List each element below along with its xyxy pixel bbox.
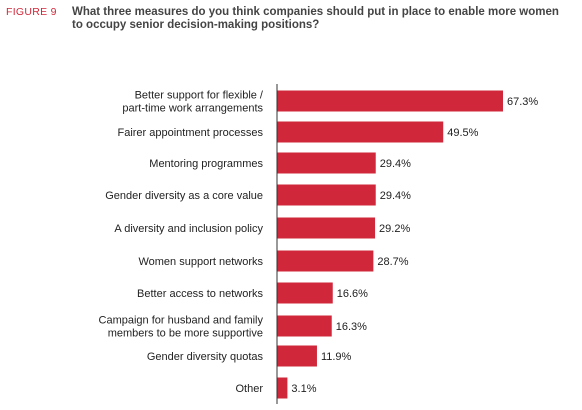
value-label-5: 28.7% bbox=[377, 256, 408, 268]
bar-8 bbox=[277, 345, 317, 367]
category-label-3: Gender diversity as a core value bbox=[105, 190, 263, 202]
value-label-0: 67.3% bbox=[507, 96, 538, 108]
bar-1 bbox=[277, 121, 444, 143]
category-label-1: Fairer appointment processes bbox=[117, 127, 263, 139]
bar-2 bbox=[277, 152, 376, 174]
value-label-4: 29.2% bbox=[379, 223, 410, 235]
figure-label: FIGURE 9 bbox=[6, 6, 57, 18]
category-label-2: Mentoring programmes bbox=[149, 158, 263, 170]
value-label-1: 49.5% bbox=[447, 127, 478, 139]
value-label-7: 16.3% bbox=[336, 321, 367, 333]
category-label-0: Better support for flexible / part-time w… bbox=[122, 90, 264, 115]
category-label-8: Gender diversity quotas bbox=[147, 351, 264, 363]
category-label-4: A diversity and inclusion policy bbox=[114, 223, 263, 235]
bar-3 bbox=[277, 184, 376, 206]
value-label-3: 29.4% bbox=[380, 190, 411, 202]
bar-9 bbox=[277, 377, 288, 399]
chart-title: What three measures do you think compani… bbox=[72, 6, 559, 31]
bar-7 bbox=[277, 315, 332, 337]
bar-0 bbox=[277, 90, 503, 112]
value-label-8: 11.9% bbox=[321, 351, 352, 363]
value-label-9: 3.1% bbox=[291, 383, 316, 395]
bar-5 bbox=[277, 250, 374, 272]
value-label-6: 16.6% bbox=[337, 288, 368, 300]
category-label-5: Women support networks bbox=[138, 256, 263, 268]
category-label-7: Campaign for husband and family members t… bbox=[99, 315, 264, 340]
category-label-9: Other bbox=[235, 383, 263, 395]
bar-6 bbox=[277, 282, 333, 304]
bar-4 bbox=[277, 217, 376, 239]
value-label-2: 29.4% bbox=[380, 158, 411, 170]
category-label-6: Better access to networks bbox=[137, 288, 263, 300]
